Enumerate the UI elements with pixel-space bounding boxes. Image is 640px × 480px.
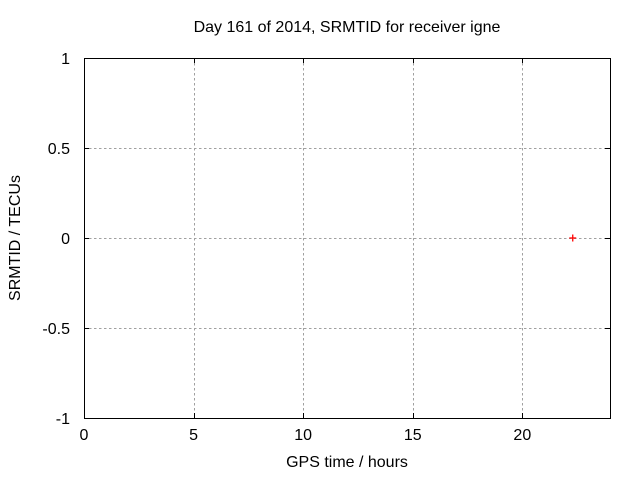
x-tick-label-20: 20 [513, 427, 531, 444]
x-tick-label-5: 5 [189, 427, 198, 444]
y-tick-label-0.5: 0.5 [48, 141, 70, 158]
chart-title: Day 161 of 2014, SRMTID for receiver ign… [193, 19, 501, 36]
y-tick-label-1: 1 [61, 51, 70, 68]
y-tick-label--1: -1 [56, 411, 70, 428]
x-tick-label-0: 0 [80, 427, 89, 444]
plot-border [84, 58, 611, 419]
y-tick-label-0: 0 [61, 231, 70, 248]
y-tick-label--0.5: -0.5 [42, 321, 70, 338]
x-axis-label: GPS time / hours [286, 454, 408, 471]
x-tick-label-10: 10 [294, 427, 312, 444]
x-tick-label-15: 15 [404, 427, 422, 444]
data-point-marker [569, 234, 577, 242]
